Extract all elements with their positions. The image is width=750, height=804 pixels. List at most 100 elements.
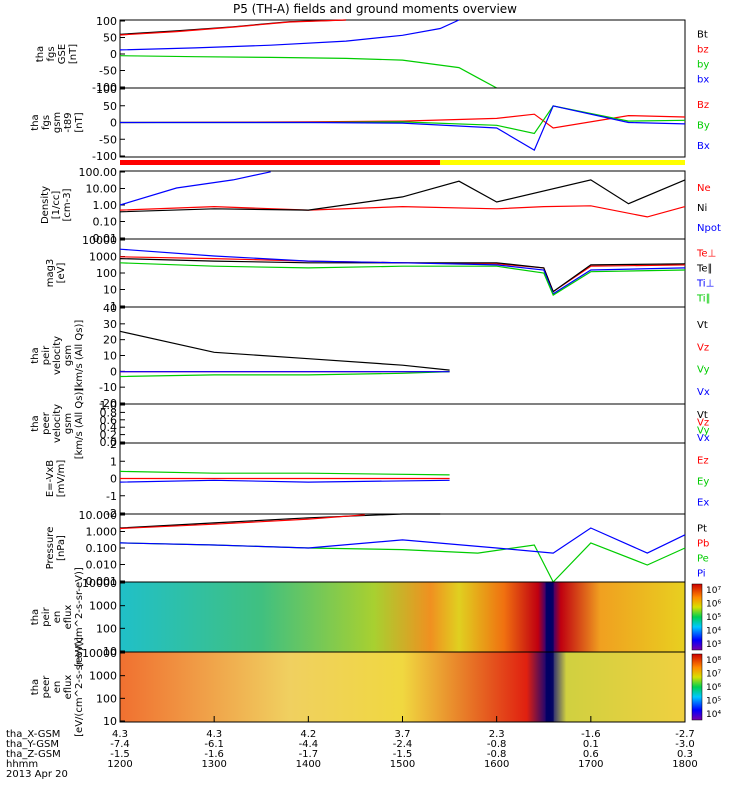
colorbar [691, 583, 703, 651]
axis-row-label: tha_Y-GSM [6, 739, 59, 750]
series-Bz [119, 113, 686, 129]
y-tick-label: 20 [103, 334, 117, 347]
legend-Ni: Ni [697, 203, 707, 214]
legend-Bx: Bx [697, 141, 710, 152]
mode-bar-slow [120, 160, 441, 165]
y-tick-label: 100 [96, 692, 117, 705]
y-tick-label: 0 [110, 365, 117, 378]
series-Ex [119, 479, 450, 483]
y-tick-label: 100 [96, 267, 117, 280]
spectrogram-gap [545, 652, 554, 722]
y-tick-label: 0.8 [100, 406, 118, 419]
y-axis-label: gsm [52, 112, 63, 133]
y-axis-label: peer [41, 411, 52, 435]
y-tick-label: 10 [103, 350, 117, 363]
y-axis-label: -t89 [63, 112, 74, 132]
y-tick-label: 10 [103, 284, 117, 297]
hhmm-value: 1700 [578, 759, 603, 770]
x-gsm-value: 4.3 [112, 729, 128, 740]
panel-9: 10⁷ 10⁶ 10⁵ 10⁴ 10³ 10000 1000 100 10 tha peir en ef… [30, 567, 721, 667]
legend-Vt: Vt [697, 320, 708, 331]
y-axis-label: tha [30, 415, 41, 431]
series-bx [119, 19, 460, 51]
y-tick-label: 100.00 [79, 166, 118, 179]
legend-Ey: Ey [697, 477, 709, 488]
legend-Ex: Ex [697, 498, 709, 509]
series-Te∥ [119, 258, 686, 293]
legend-Pi: Pi [697, 569, 706, 580]
panel-2: 100 50 0 -50 -100 tha fgs gsm -t89 [nT] Bz By Bx [30, 83, 710, 163]
y-axis-label: E=-VxB [45, 460, 56, 497]
y-axis-label: Density [40, 186, 51, 224]
series-Ti⊥ [119, 248, 686, 295]
z-gsm-value: -1.5 [393, 749, 413, 760]
hhmm-value: 1800 [672, 759, 697, 770]
series-Vy [119, 371, 450, 378]
panel-3: 100.00 10.00 1.00 0.10 0.01 Density [1/cc] [cm-… [40, 166, 721, 245]
legend-Npot: Npot [697, 223, 721, 234]
y-tick-label: 2 [110, 438, 117, 451]
panel-frame [119, 238, 686, 308]
y-axis-label: tha [30, 679, 41, 695]
y-tick-label: 0.010 [86, 559, 118, 572]
colorbar-tick-label: 10⁵ [706, 697, 721, 707]
y-tick-label: 50 [103, 32, 117, 45]
colorbar-tick-label: 10⁶ [706, 600, 721, 610]
y-tick-label: 50 [103, 100, 117, 113]
legend-Ti∥: Ti∥ [696, 294, 711, 305]
date-label: 2013 Apr 20 [6, 769, 68, 780]
y-tick-label: -1 [106, 490, 117, 503]
y-tick-label: 10.00 [86, 183, 118, 196]
legend-bx: bx [697, 75, 709, 86]
z-gsm-value: -1.6 [204, 749, 224, 760]
y-axis-label: [eV/(cm^2-s-sr-eV)] [74, 637, 85, 737]
legend-Vx: Vx [697, 387, 710, 398]
y-gsm-value: -4.4 [299, 739, 319, 750]
legend-Ti⊥: Ti⊥ [696, 279, 714, 290]
y-axis-label: tha [30, 347, 41, 363]
hhmm-value: 1200 [107, 759, 132, 770]
y-axis-label: [nPa] [56, 535, 67, 561]
y-tick-label: 10 [103, 715, 117, 728]
y-tick-label: 0.6 [100, 414, 118, 427]
colorbar-tick-label: 10⁶ [706, 683, 721, 693]
series-Ne [119, 205, 686, 218]
y-tick-label: 0.01 [93, 232, 118, 245]
legend-Te∥: Te∥ [696, 264, 713, 275]
y-gsm-value: 0.1 [583, 739, 599, 750]
colorbar-tick-label: 10⁵ [706, 613, 721, 623]
legend-Ne: Ne [697, 183, 711, 194]
x-gsm-value: 2.3 [489, 729, 505, 740]
legend-Vt: Vt [697, 410, 708, 421]
y-tick-label: 10.000 [79, 509, 118, 522]
y-tick-label: 1.000 [86, 526, 118, 539]
panel-10: 10⁸ 10⁷ 10⁶ 10⁵ 10⁴ 10000 1000 100 10 tha peer en ef… [30, 637, 721, 737]
y-tick-label: 1000 [89, 600, 117, 613]
z-gsm-value: 0.6 [583, 749, 599, 760]
z-gsm-value: -0.8 [487, 749, 507, 760]
y-axis-label: tha [35, 46, 46, 62]
hhmm-value: 1300 [201, 759, 226, 770]
z-gsm-value: 0.3 [677, 749, 693, 760]
y-axis-label: [nT] [68, 44, 79, 64]
legend-Vx: Vx [697, 433, 710, 444]
panel-7: 2 1 0 -1 -2 E=-VxB [mV/m] Ez Ey Ex [45, 438, 709, 520]
series-bz [119, 19, 347, 36]
panel-4: 10000 1000 100 10 1 mag3 [eV] Te⊥ Te∥ Ti⊥ Ti∥ [45, 234, 716, 313]
y-gsm-value: -7.4 [110, 739, 130, 750]
y-tick-label: 1.0 [100, 399, 118, 412]
series-Ti∥ [119, 262, 686, 296]
y-tick-label: -20 [99, 397, 117, 410]
panel-frame [119, 170, 686, 240]
y-tick-label: 10000 [82, 647, 117, 660]
legend-Pe: Pe [697, 554, 709, 565]
y-axis-label: [km/s (All Qs)] [74, 388, 85, 460]
y-tick-label: 100 [96, 15, 117, 28]
legend-Vz: Vz [697, 418, 709, 429]
axis-row-label: hhmm [6, 759, 38, 770]
y-axis-label: en [52, 611, 63, 624]
y-gsm-value: -6.1 [204, 739, 224, 750]
x-gsm-value: 4.2 [300, 729, 316, 740]
axis-row-label: tha_X-GSM [6, 729, 60, 740]
y-axis-label: gsm [63, 345, 74, 366]
